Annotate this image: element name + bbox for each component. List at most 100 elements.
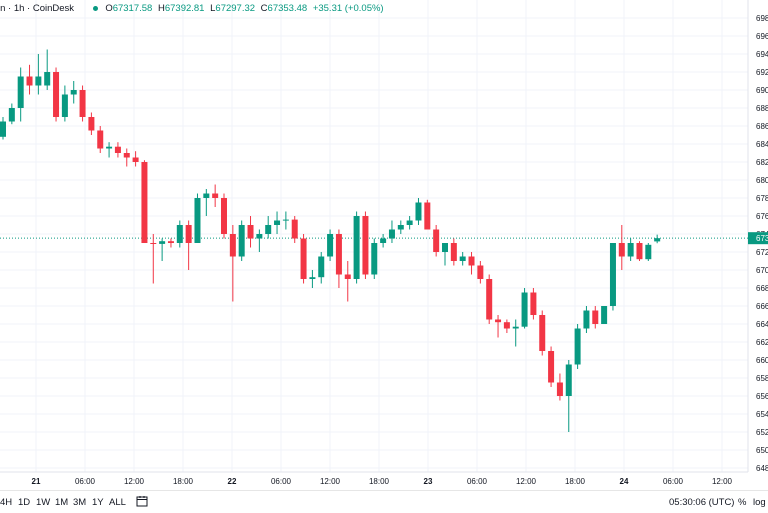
high-label: H [157,3,165,14]
candle[interactable] [88,112,95,136]
candle[interactable] [221,193,227,239]
time-tick-label: 18:00 [173,477,194,486]
candle[interactable] [362,211,369,280]
candle[interactable] [565,360,572,432]
candle[interactable] [486,274,493,325]
candle[interactable] [459,252,466,266]
candle[interactable] [282,211,289,230]
candle[interactable] [70,81,77,104]
candle-body [159,241,166,244]
candle[interactable] [79,85,86,122]
candle[interactable] [123,148,130,167]
candle[interactable] [556,373,563,401]
range-1m-button[interactable]: 1M [55,497,69,508]
candle[interactable] [601,306,608,324]
candle[interactable] [495,315,502,338]
candle[interactable] [256,229,263,253]
candle[interactable] [150,234,157,284]
range-1d-button[interactable]: 1D [18,497,31,508]
range-all-button[interactable]: ALL [109,497,126,508]
utc-clock[interactable]: 05:30:06 (UTC) [669,497,735,508]
candle[interactable] [212,184,219,208]
candle[interactable] [53,67,60,122]
candle[interactable] [627,238,634,262]
candle[interactable] [397,220,404,235]
candle[interactable] [583,306,590,333]
candle-body [221,198,227,234]
candle[interactable] [388,220,395,244]
range-1y-button[interactable]: 1Y [92,497,104,508]
candle[interactable] [291,216,298,243]
candle[interactable] [97,126,104,153]
close-value: 67353.48 [267,3,308,14]
candle[interactable] [521,288,528,329]
candle-body [654,238,661,242]
candle-body [106,146,113,149]
close-label: C [260,3,268,14]
candle[interactable] [468,252,475,275]
candle[interactable] [194,193,201,244]
candle[interactable] [203,189,210,216]
candle[interactable] [17,67,24,122]
candle[interactable] [229,225,236,302]
candle[interactable] [176,220,183,248]
range-1w-button[interactable]: 1W [36,497,51,508]
candle[interactable] [574,324,581,369]
candle[interactable] [353,211,360,284]
candle-body [61,94,68,117]
candle[interactable] [415,198,422,225]
candle[interactable] [26,64,33,95]
candle[interactable] [645,243,652,261]
candle[interactable] [167,238,174,248]
price-tick-label: 6660 [756,302,768,311]
candle[interactable] [265,216,272,239]
candle[interactable] [141,160,148,243]
range-4h-button[interactable]: 4H [0,497,13,508]
candle[interactable] [114,142,121,158]
candle[interactable] [159,238,166,262]
candle[interactable] [238,220,245,262]
candle[interactable] [0,117,6,140]
candle[interactable] [318,252,325,284]
symbol-label[interactable]: in · 1h · CoinDesk [0,3,75,14]
chart-canvas[interactable]: 6980 6960 6940 6920 6900 6880 6860 6840 6820 6800… [0,0,768,490]
candle[interactable] [344,261,351,302]
range-3m-button[interactable]: 3M [73,497,87,508]
percent-scale-toggle[interactable]: % [738,497,747,508]
candle[interactable] [380,234,387,248]
candle[interactable] [274,211,281,235]
candle[interactable] [450,238,457,266]
candle[interactable] [654,234,661,244]
candle[interactable] [406,216,413,230]
candle[interactable] [309,270,316,288]
candle[interactable] [371,238,378,280]
candle[interactable] [61,85,68,122]
candle[interactable] [44,49,51,91]
candle[interactable] [592,306,599,329]
candle[interactable] [609,243,616,311]
candle[interactable] [327,229,334,262]
candle[interactable] [548,346,555,388]
candle[interactable] [530,288,537,320]
calendar-icon[interactable] [136,495,148,510]
candle[interactable] [512,319,519,347]
candle[interactable] [300,234,307,284]
candle[interactable] [539,310,546,356]
candle[interactable] [424,199,431,230]
candle[interactable] [503,319,510,334]
candle[interactable] [335,229,342,289]
candle-body [229,234,236,257]
candle[interactable] [8,103,15,125]
candle[interactable] [185,220,192,271]
candle[interactable] [442,243,448,266]
candle[interactable] [247,216,254,248]
candle[interactable] [636,241,643,261]
candle[interactable] [132,151,139,167]
candle[interactable] [433,225,440,257]
log-scale-toggle[interactable]: log [753,497,766,508]
candle[interactable] [618,225,625,270]
candle[interactable] [477,261,484,284]
candle[interactable] [106,142,113,158]
candle[interactable] [35,54,42,95]
